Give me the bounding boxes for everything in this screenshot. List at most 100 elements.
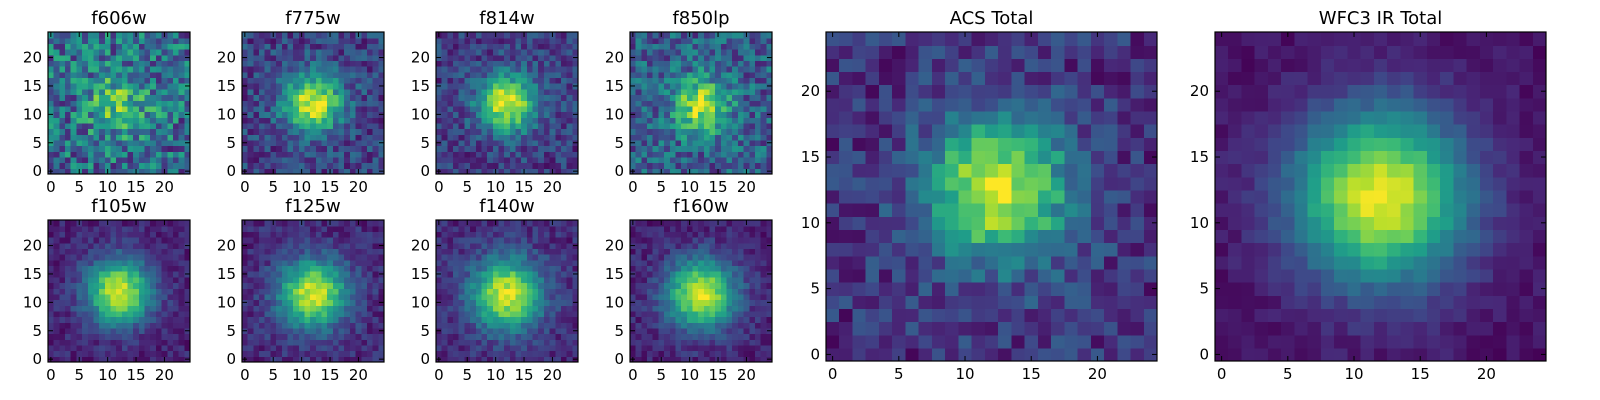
heatmap-cell — [161, 100, 168, 107]
heatmap-cell — [53, 248, 60, 255]
heatmap-cell — [560, 88, 568, 96]
heatmap-cell — [526, 60, 534, 67]
heatmap-cell — [560, 276, 568, 284]
heatmap-cell — [572, 339, 579, 346]
heatmap-cell — [93, 100, 100, 107]
heatmap-cell — [566, 100, 573, 107]
heatmap-cell — [138, 282, 146, 289]
x-tick-label: 5 — [462, 366, 472, 384]
heatmap-cell — [555, 333, 562, 340]
heatmap-cell — [167, 37, 174, 44]
heatmap-cell — [572, 225, 579, 232]
heatmap-cell — [453, 168, 460, 175]
heatmap-cell — [498, 71, 505, 79]
heatmap-cell — [304, 105, 311, 113]
heatmap-cell — [498, 100, 505, 107]
heatmap-cell — [555, 100, 562, 107]
heatmap-cell — [470, 316, 477, 323]
heatmap-cell — [127, 248, 134, 255]
heatmap-cell — [121, 145, 129, 152]
heatmap-cell — [304, 271, 311, 278]
heatmap-cell — [133, 327, 140, 335]
heatmap-cell — [349, 271, 357, 278]
heatmap-cell — [59, 310, 66, 318]
heatmap-cell — [144, 139, 151, 147]
heatmap-cell — [138, 128, 146, 135]
heatmap-cell — [538, 242, 545, 249]
heatmap-cell — [276, 77, 283, 84]
heatmap-cell — [458, 259, 465, 267]
heatmap-cell — [150, 254, 157, 261]
axes-frame — [435, 219, 579, 363]
heatmap-cell — [709, 356, 716, 363]
heatmap-cell — [53, 327, 60, 335]
heatmap-cell — [264, 139, 271, 147]
heatmap-cell — [521, 293, 528, 301]
heatmap-cell — [70, 276, 77, 284]
heatmap-cell — [281, 339, 289, 346]
heatmap-cell — [155, 237, 163, 244]
heatmap-cell — [242, 282, 249, 289]
heatmap-cell — [121, 54, 129, 61]
heatmap-cell — [686, 94, 694, 101]
heatmap-cell — [749, 66, 756, 73]
heatmap-cell — [298, 162, 306, 169]
heatmap-cell — [76, 271, 83, 278]
heatmap-cell — [737, 66, 745, 73]
heatmap-cell — [526, 156, 534, 164]
heatmap-cell — [635, 162, 642, 169]
heatmap-cell — [686, 282, 694, 289]
heatmap-cell — [492, 151, 500, 158]
heatmap-cell — [515, 100, 522, 107]
heatmap-cell — [76, 88, 83, 96]
heatmap-cell — [464, 231, 471, 238]
heatmap-cell — [48, 310, 55, 318]
heatmap-cell — [664, 333, 671, 340]
heatmap-cell — [53, 288, 60, 295]
heatmap-cell — [743, 156, 750, 164]
heatmap-cell — [372, 168, 379, 175]
heatmap-cell — [538, 134, 545, 141]
heatmap-cell — [321, 32, 328, 39]
heatmap-cell — [675, 122, 682, 130]
heatmap-cell — [242, 350, 249, 357]
heatmap-cell — [138, 60, 146, 67]
heatmap-cell — [293, 32, 300, 39]
heatmap-cell — [270, 310, 277, 318]
heatmap-cell — [167, 145, 174, 152]
heatmap-cell — [658, 60, 665, 67]
heatmap-cell — [242, 254, 249, 261]
heatmap-cell — [104, 231, 112, 238]
heatmap-cell — [82, 77, 89, 84]
heatmap-cell — [327, 94, 334, 101]
heatmap-cell — [532, 128, 539, 135]
heatmap-cell — [698, 77, 705, 84]
heatmap-cell — [743, 344, 750, 352]
heatmap-cell — [116, 77, 123, 84]
heatmap-cell — [242, 265, 249, 272]
heatmap-cell — [110, 344, 117, 352]
heatmap-cell — [487, 37, 494, 44]
heatmap-cell — [293, 259, 300, 267]
heatmap-cell — [104, 225, 112, 232]
heatmap-cell — [184, 66, 191, 73]
heatmap-cell — [470, 162, 477, 169]
heatmap-cell — [110, 94, 117, 101]
heatmap-cell — [315, 66, 323, 73]
heatmap-cell — [127, 32, 134, 39]
heatmap-cell — [515, 134, 522, 141]
heatmap-cell — [242, 88, 249, 96]
heatmap-cell — [453, 305, 460, 312]
heatmap-cell — [669, 322, 677, 329]
heatmap-cell — [686, 100, 694, 107]
heatmap-cell — [658, 145, 665, 152]
heatmap-cell — [526, 293, 534, 301]
heatmap-cell — [521, 100, 528, 107]
heatmap-cell — [298, 248, 306, 255]
heatmap-cell — [59, 333, 66, 340]
heatmap-cell — [116, 225, 123, 232]
x-tick-label: 15 — [514, 366, 533, 384]
heatmap-cell — [99, 356, 106, 363]
heatmap-cell — [526, 122, 534, 130]
heatmap-cell — [315, 139, 323, 147]
